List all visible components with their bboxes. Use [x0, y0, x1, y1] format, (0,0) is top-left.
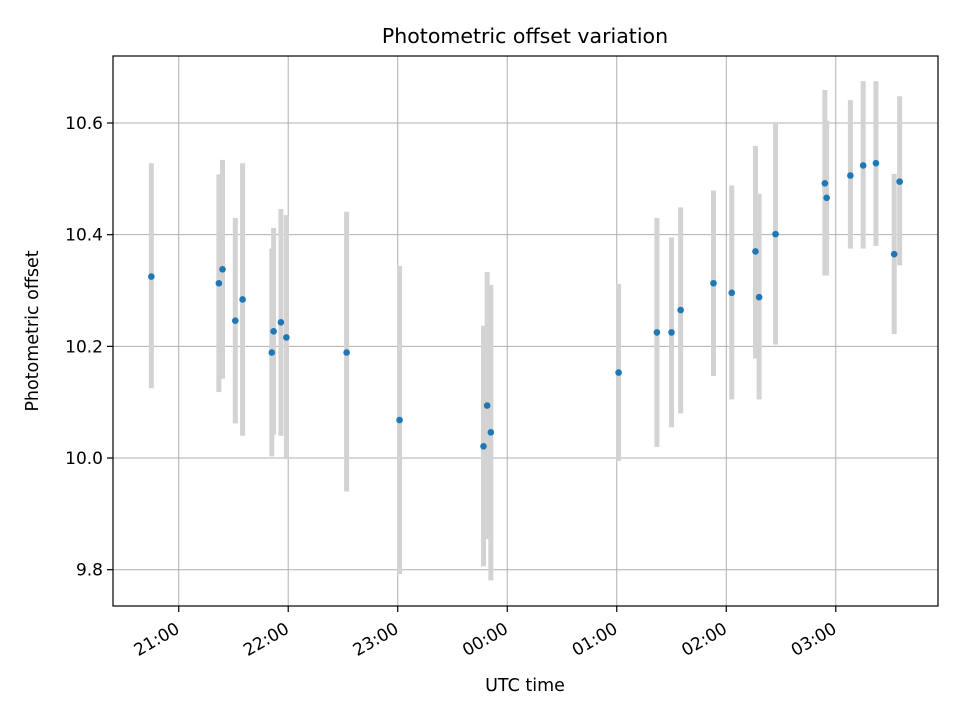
data-point: [396, 416, 403, 424]
y-tick-label: 10.2: [65, 337, 103, 357]
data-point: [480, 443, 487, 450]
y-axis-ticks: 9.8 10.0 10.2 10.4 10.6: [65, 114, 113, 581]
data-point: [710, 279, 717, 287]
data-point: [823, 194, 830, 202]
plot-frame: [112, 55, 939, 607]
data-point: [872, 159, 880, 167]
y-tick-label: 10.6: [65, 114, 103, 134]
chart-title: Photometric offset variation: [382, 24, 668, 48]
data-point: [772, 230, 779, 238]
data-point: [677, 306, 684, 314]
data-point: [668, 329, 675, 336]
data-point: [615, 369, 622, 376]
y-tick-label: 10.4: [65, 226, 103, 246]
data-points: [148, 159, 903, 450]
data-point: [270, 327, 277, 335]
y-axis-title: Photometric offset: [23, 250, 43, 411]
data-point: [239, 296, 246, 303]
data-point: [728, 289, 736, 297]
data-point: [653, 329, 661, 336]
data-point: [343, 349, 350, 356]
data-point: [231, 317, 239, 324]
data-point: [215, 279, 223, 287]
data-point: [821, 180, 829, 187]
data-point: [487, 429, 495, 436]
data-point: [277, 319, 285, 326]
data-point: [219, 265, 226, 273]
data-point: [890, 250, 898, 258]
data-point: [148, 273, 155, 280]
data-point: [859, 162, 867, 169]
data-point: [283, 334, 290, 341]
data-point: [752, 248, 759, 255]
x-axis-title: UTC time: [485, 676, 565, 696]
data-point: [483, 402, 491, 409]
y-tick-label: 9.8: [76, 561, 103, 581]
data-point: [755, 293, 763, 301]
y-tick-label: 10.0: [65, 449, 103, 469]
data-point: [896, 178, 903, 185]
data-point: [847, 172, 854, 179]
data-point: [268, 349, 276, 356]
